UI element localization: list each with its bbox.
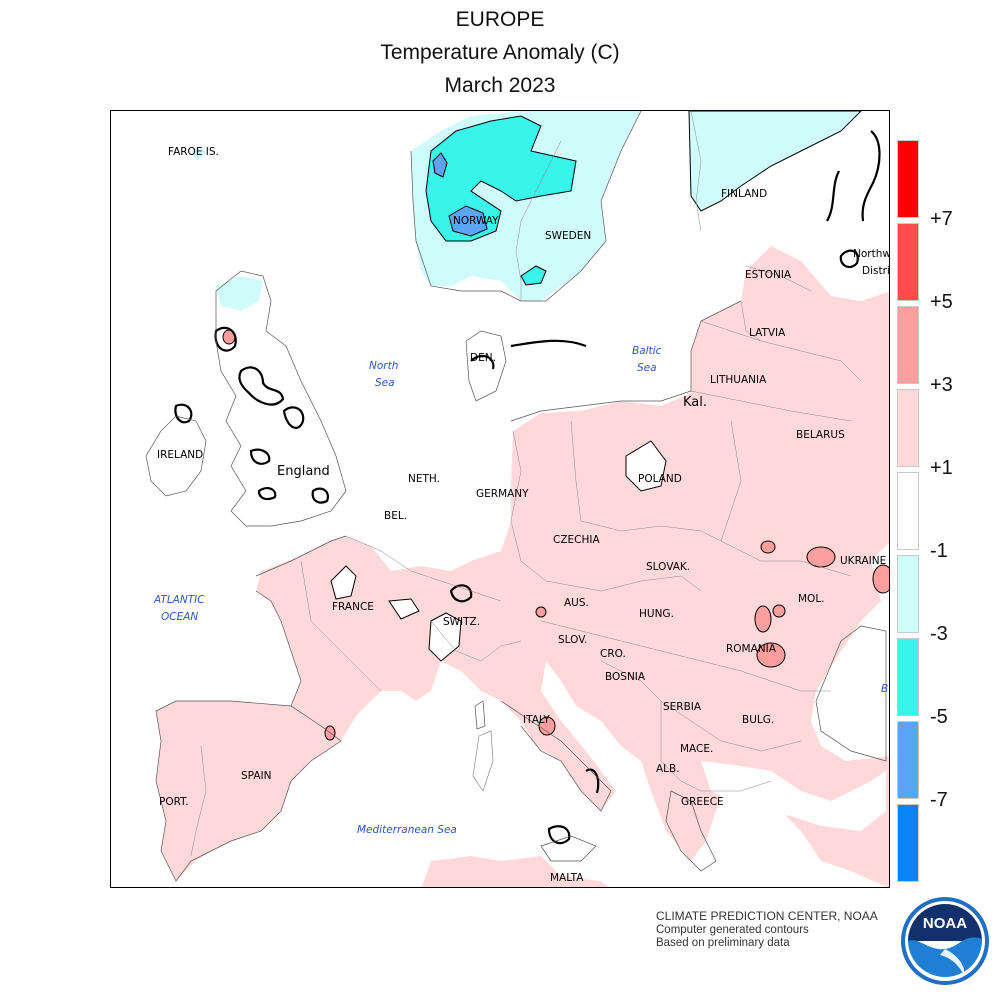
legend-box <box>897 306 919 384</box>
label-moldova: MOL. <box>798 593 825 605</box>
sea-mediterranean: Mediterranean Sea <box>357 824 457 836</box>
sea-atlantic-2: OCEAN <box>161 611 198 623</box>
label-sweden: SWEDEN <box>545 230 591 242</box>
map-date: March 2023 <box>444 74 556 97</box>
neutral-hole-greece <box>701 761 886 831</box>
neutral-hole-alps <box>428 612 462 662</box>
sea-north-1: North <box>369 360 398 372</box>
label-black-sea-fragment: B <box>881 683 888 695</box>
europe-anomaly-map: FAROE IS. NORWAY SWEDEN FINLAND Northw D… <box>110 110 890 888</box>
warm-spot-ukraine-east <box>872 564 889 594</box>
label-northwest: Northw <box>853 248 890 260</box>
legend-tick-label: -7 <box>930 789 948 811</box>
label-bosnia: BOSNIA <box>605 671 646 683</box>
legend-box <box>897 555 919 633</box>
legend-tick-label: +5 <box>930 291 953 313</box>
warm-spot-romania-c <box>772 604 786 618</box>
logo-text: NOAA <box>923 915 967 932</box>
label-italy: ITALY <box>523 714 550 726</box>
label-greece: GREECE <box>681 796 724 808</box>
map-title: EUROPE <box>455 8 545 31</box>
label-finland: FINLAND <box>721 188 767 200</box>
map-canvas: FAROE IS. NORWAY SWEDEN FINLAND Northw D… <box>145 111 890 887</box>
cold-anomaly-scotland <box>216 276 263 311</box>
label-malta: MALTA <box>550 872 584 884</box>
legend-box <box>897 223 919 301</box>
legend-box <box>897 804 919 882</box>
legend-box <box>897 140 919 218</box>
label-faroe: FAROE IS. <box>168 146 219 158</box>
label-ukraine: UKRAINE <box>840 555 886 567</box>
label-bulgaria: BULG. <box>742 714 774 726</box>
label-croatia: CRO. <box>600 648 626 660</box>
credit-line-2: Computer generated contours <box>656 923 809 936</box>
credit-line-1: CLIMATE PREDICTION CENTER, NOAA <box>656 909 878 923</box>
neutral-hole-france <box>330 565 357 600</box>
label-macedonia: MACE. <box>680 743 713 755</box>
cold-anomaly-finland <box>688 111 862 212</box>
label-spain: SPAIN <box>241 770 271 782</box>
label-hungary: HUNG. <box>639 608 674 620</box>
cold-anomaly-norway-spot <box>432 152 448 178</box>
warm-spot-ukraine-w <box>760 540 776 554</box>
noaa-logo-icon: NOAA <box>901 897 989 985</box>
zero-contours <box>174 130 881 845</box>
label-switzerland: SWITZ. <box>443 616 480 628</box>
legend-box <box>897 721 919 799</box>
legend-box <box>897 389 919 467</box>
sea-atlantic-1: ATLANTIC <box>153 594 205 606</box>
label-denmark: DEN. <box>470 352 496 364</box>
warm-anomaly-region <box>156 246 889 887</box>
label-slovakia: SLOVAK. <box>646 561 690 573</box>
label-kaliningrad: Kal. <box>683 395 707 410</box>
legend-tick-label: +3 <box>930 374 953 396</box>
label-albania: ALB. <box>656 763 680 775</box>
cold-anomaly-sweden-spot <box>520 265 547 286</box>
label-belgium: BEL. <box>384 510 407 522</box>
cold-anomaly-norway-deep <box>448 205 488 237</box>
sea-north-2: Sea <box>375 377 395 389</box>
warm-spot-austria <box>535 606 547 618</box>
credits: CLIMATE PREDICTION CENTER, NOAA Computer… <box>656 909 878 951</box>
legend-tick-label: +1 <box>930 457 953 479</box>
warm-spot-romania-b <box>756 642 786 668</box>
label-france: FRANCE <box>332 601 374 613</box>
label-germany: GERMANY <box>476 488 529 500</box>
sea-baltic-2: Sea <box>637 362 657 374</box>
warm-anomaly-sardinia <box>472 730 494 792</box>
warm-anomaly-south <box>421 856 609 887</box>
neutral-hole-denmark-germany <box>346 416 513 549</box>
legend-tick-label: -3 <box>930 623 948 645</box>
label-england: England <box>277 464 330 479</box>
warm-spot-romania-a <box>754 605 772 633</box>
label-romania: ROMANIA <box>726 643 777 655</box>
neutral-hole-poland <box>625 440 667 492</box>
label-belarus: BELARUS <box>796 429 845 441</box>
legend-tick-label: +7 <box>930 208 953 230</box>
label-estonia: ESTONIA <box>745 269 792 281</box>
neutral-hole-france2 <box>388 598 420 620</box>
label-poland: POLAND <box>638 473 682 485</box>
cold-anomaly-faroe <box>191 146 206 161</box>
map-subtitle: Temperature Anomaly (C) <box>380 41 620 64</box>
label-serbia: SERBIA <box>663 701 702 713</box>
color-legend <box>897 140 921 888</box>
label-czechia: CZECHIA <box>553 534 600 546</box>
label-district: Distri <box>862 265 890 277</box>
label-netherlands: NETH. <box>408 473 440 485</box>
legend-box <box>897 638 919 716</box>
legend-tick-label: -1 <box>930 540 948 562</box>
legend-tick-label: -5 <box>930 706 948 728</box>
label-ireland: IRELAND <box>157 449 203 461</box>
sea-baltic-1: Baltic <box>632 345 662 357</box>
label-latvia: LATVIA <box>749 327 786 339</box>
label-slovenia: SLOV. <box>558 634 587 646</box>
label-lithuania: LITHUANIA <box>710 374 767 386</box>
credit-line-3: Based on preliminary data <box>656 937 790 949</box>
country-borders <box>190 111 862 857</box>
legend-box <box>897 472 919 550</box>
label-portugal: PORT. <box>159 796 189 808</box>
label-norway: NORWAY <box>453 215 499 227</box>
label-austria: AUS. <box>564 597 589 609</box>
